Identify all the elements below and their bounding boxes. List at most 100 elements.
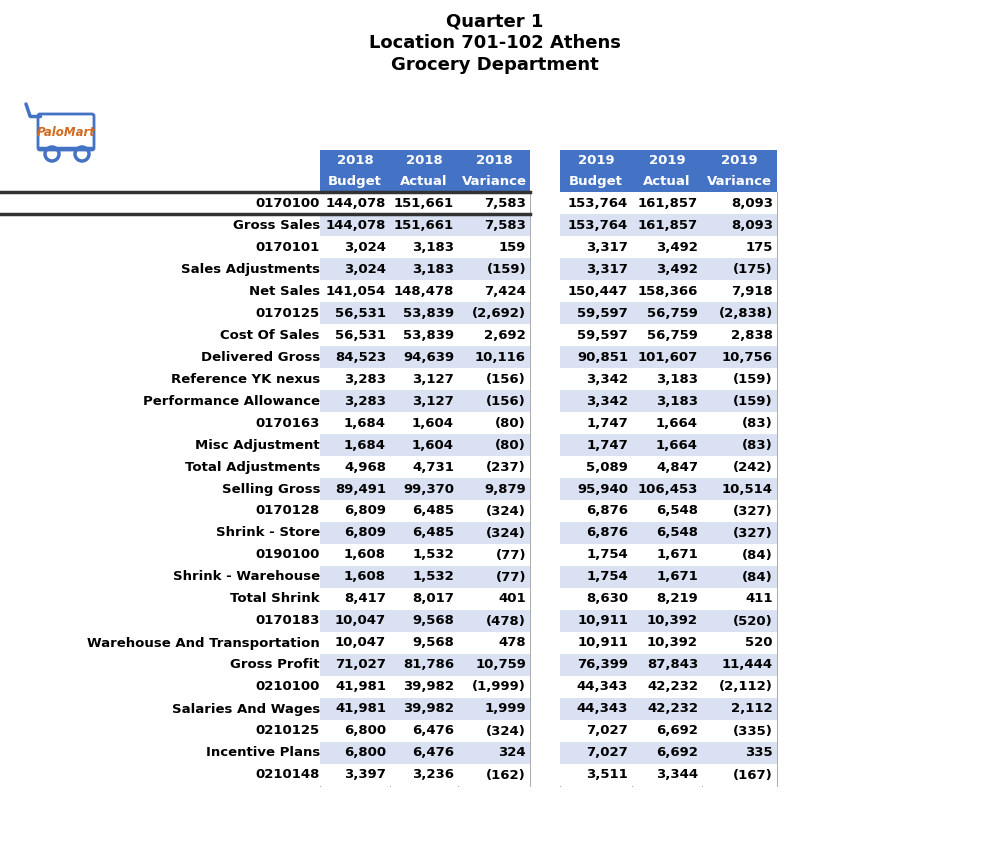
- Text: 158,366: 158,366: [638, 285, 698, 297]
- Text: 7,027: 7,027: [586, 724, 628, 738]
- Text: Selling Gross: Selling Gross: [222, 483, 320, 496]
- Text: 6,876: 6,876: [586, 526, 628, 540]
- Text: (327): (327): [734, 526, 773, 540]
- Text: 53,839: 53,839: [403, 328, 454, 342]
- Text: 3,492: 3,492: [656, 263, 698, 275]
- Text: 41,981: 41,981: [335, 681, 386, 694]
- Text: 1,999: 1,999: [484, 702, 526, 716]
- Text: 1,664: 1,664: [656, 416, 698, 429]
- Text: 3,317: 3,317: [586, 241, 628, 253]
- Text: 3,283: 3,283: [344, 372, 386, 386]
- Text: 2019: 2019: [648, 154, 685, 167]
- Text: Budget: Budget: [569, 175, 623, 188]
- Text: 8,017: 8,017: [412, 592, 454, 605]
- Text: 2018: 2018: [475, 154, 513, 167]
- Text: (156): (156): [486, 372, 526, 386]
- Text: 2018: 2018: [406, 154, 443, 167]
- Text: 2018: 2018: [337, 154, 373, 167]
- Bar: [320, 258, 530, 280]
- Bar: [320, 500, 530, 522]
- Text: Location 701-102 Athens: Location 701-102 Athens: [369, 34, 621, 52]
- Text: 6,485: 6,485: [412, 505, 454, 518]
- Text: 0170183: 0170183: [255, 615, 320, 627]
- Text: 6,548: 6,548: [656, 505, 698, 518]
- Text: 10,756: 10,756: [722, 350, 773, 364]
- Text: 90,851: 90,851: [577, 350, 628, 364]
- Text: (156): (156): [486, 394, 526, 407]
- Bar: [560, 236, 777, 258]
- Text: 1,684: 1,684: [344, 439, 386, 451]
- Text: 10,047: 10,047: [335, 615, 386, 627]
- Text: 3,127: 3,127: [412, 394, 454, 407]
- Text: 1,608: 1,608: [344, 548, 386, 562]
- Text: Incentive Plans: Incentive Plans: [206, 746, 320, 760]
- Bar: [320, 390, 530, 412]
- Text: (84): (84): [742, 548, 773, 562]
- Text: Gross Sales: Gross Sales: [233, 218, 320, 231]
- Text: 335: 335: [745, 746, 773, 760]
- Text: (77): (77): [496, 548, 526, 562]
- Text: 0170125: 0170125: [255, 307, 320, 320]
- Text: 161,857: 161,857: [638, 218, 698, 231]
- Bar: [560, 698, 777, 720]
- Text: 7,583: 7,583: [484, 218, 526, 231]
- Text: 411: 411: [745, 592, 773, 605]
- Text: 10,759: 10,759: [475, 659, 526, 672]
- Text: 4,847: 4,847: [656, 461, 698, 473]
- Text: Total Adjustments: Total Adjustments: [184, 461, 320, 473]
- Text: 84,523: 84,523: [335, 350, 386, 364]
- Bar: [560, 324, 777, 346]
- Text: 1,664: 1,664: [656, 439, 698, 451]
- FancyBboxPatch shape: [38, 114, 94, 150]
- Bar: [320, 544, 530, 566]
- Bar: [560, 720, 777, 742]
- Text: 59,597: 59,597: [577, 307, 628, 320]
- Bar: [320, 280, 530, 302]
- Text: (83): (83): [742, 416, 773, 429]
- Text: (242): (242): [734, 461, 773, 473]
- Text: 6,692: 6,692: [656, 746, 698, 760]
- Bar: [320, 522, 530, 544]
- Text: 153,764: 153,764: [567, 196, 628, 209]
- Text: 8,219: 8,219: [656, 592, 698, 605]
- Bar: [320, 742, 530, 764]
- Bar: [560, 566, 777, 588]
- Text: 1,754: 1,754: [586, 570, 628, 583]
- Text: (175): (175): [734, 263, 773, 275]
- Text: 56,759: 56,759: [647, 307, 698, 320]
- Text: 3,183: 3,183: [656, 372, 698, 386]
- Bar: [560, 654, 777, 676]
- Text: Misc Adjustment: Misc Adjustment: [195, 439, 320, 451]
- Text: 3,236: 3,236: [412, 768, 454, 781]
- Text: 144,078: 144,078: [326, 196, 386, 209]
- Text: Sales Adjustments: Sales Adjustments: [181, 263, 320, 275]
- Text: 161,857: 161,857: [638, 196, 698, 209]
- Text: Warehouse And Transportation: Warehouse And Transportation: [87, 637, 320, 649]
- Text: Salaries And Wages: Salaries And Wages: [171, 702, 320, 716]
- Bar: [320, 214, 530, 236]
- Bar: [560, 742, 777, 764]
- Text: 3,511: 3,511: [586, 768, 628, 781]
- Text: (2,692): (2,692): [472, 307, 526, 320]
- Text: (162): (162): [486, 768, 526, 781]
- Bar: [560, 500, 777, 522]
- Bar: [320, 236, 530, 258]
- Text: 10,514: 10,514: [722, 483, 773, 496]
- Text: (1,999): (1,999): [472, 681, 526, 694]
- Text: PaloMart: PaloMart: [37, 126, 95, 139]
- Text: 6,800: 6,800: [344, 746, 386, 760]
- Text: 2,112: 2,112: [732, 702, 773, 716]
- Text: 9,568: 9,568: [412, 637, 454, 649]
- Text: 95,940: 95,940: [577, 483, 628, 496]
- Text: 59,597: 59,597: [577, 328, 628, 342]
- Bar: [320, 654, 530, 676]
- Text: 1,671: 1,671: [656, 548, 698, 562]
- Text: Net Sales: Net Sales: [248, 285, 320, 297]
- Text: Performance Allowance: Performance Allowance: [143, 394, 320, 407]
- Text: (324): (324): [486, 505, 526, 518]
- Text: Gross Profit: Gross Profit: [231, 659, 320, 672]
- Text: 8,630: 8,630: [586, 592, 628, 605]
- Text: 8,093: 8,093: [731, 196, 773, 209]
- Bar: [320, 412, 530, 434]
- Text: (324): (324): [486, 526, 526, 540]
